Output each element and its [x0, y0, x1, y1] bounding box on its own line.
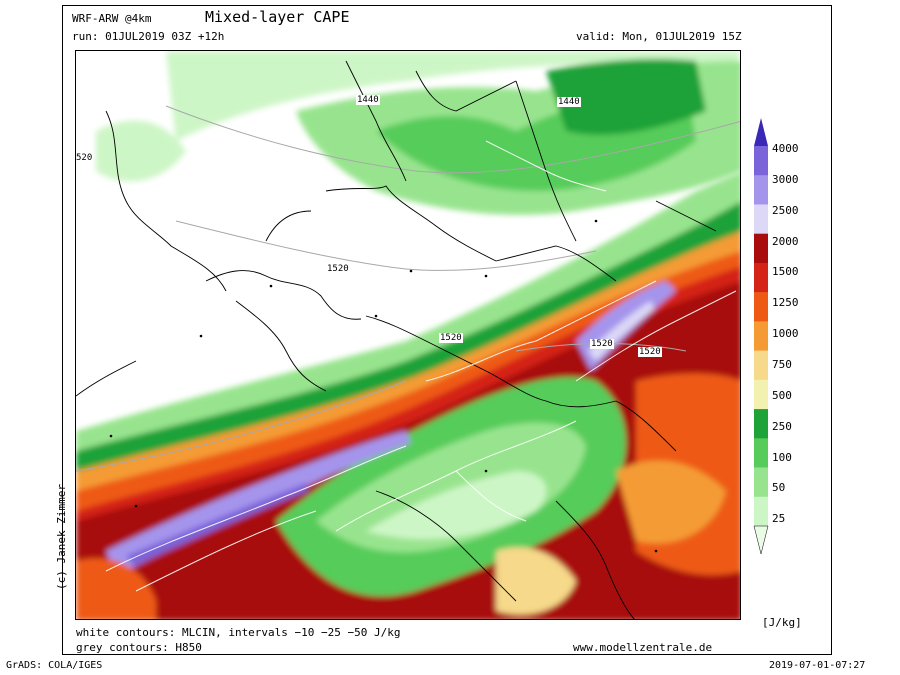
- legend-label: 4000: [772, 142, 799, 155]
- legend-label: 50: [772, 481, 786, 494]
- legend-label: 2500: [772, 204, 799, 217]
- legend-label: 25: [772, 512, 786, 525]
- country-borders: [76, 60, 717, 619]
- legend-color-cell: [754, 467, 768, 498]
- legend-label: 500: [772, 389, 792, 402]
- south-cape-field: [76, 171, 740, 619]
- mlcin-contours: [105, 140, 737, 592]
- contour-label: 1520: [439, 333, 463, 343]
- timestamp-label: 2019-07-01-07:27: [769, 660, 866, 671]
- copyright-label: (c) Janek Zimmer: [55, 484, 68, 590]
- run-label: run: 01JUL2019 03Z +12h: [72, 30, 225, 43]
- legend-label: 1500: [772, 265, 799, 278]
- legend-label: 1250: [772, 296, 799, 309]
- model-label: WRF-ARW @4km: [72, 12, 152, 25]
- legend-color-cell: [754, 496, 768, 527]
- grey-contours-note: grey contours: H850: [76, 641, 202, 654]
- legend-label: 2000: [772, 235, 799, 248]
- legend-color-cell: [754, 409, 768, 439]
- station-markers: [109, 219, 658, 553]
- color-legend: 4000 3000 2500 2000 1500 1250 1000 750 5…: [752, 118, 832, 558]
- legend-color-cell: [754, 379, 768, 410]
- white-contours-note: white contours: MLCIN, intervals −10 −25…: [76, 626, 401, 639]
- grads-label: GrADS: COLA/IGES: [6, 660, 103, 671]
- cape-map-graphic: [76, 51, 740, 619]
- legend-colorbar: [753, 118, 769, 555]
- legend-label: 3000: [772, 173, 799, 186]
- legend-color-cell: [754, 204, 768, 234]
- contour-label: 520: [76, 153, 93, 163]
- legend-top-arrow: [754, 118, 768, 146]
- contour-label: 1520: [590, 339, 614, 349]
- legend-color-cell: [754, 233, 768, 264]
- legend-color-cell: [754, 321, 768, 351]
- legend-color-cell: [754, 292, 768, 322]
- legend-bottom-arrow: [753, 525, 769, 555]
- legend-label: 750: [772, 358, 792, 371]
- contour-label: 1520: [638, 347, 662, 357]
- valid-label: valid: Mon, 01JUL2019 15Z: [576, 30, 742, 43]
- legend-label: 250: [772, 420, 792, 433]
- north-green-field: [96, 51, 740, 215]
- contour-label: 1440: [356, 95, 380, 105]
- legend-color-cell: [754, 175, 768, 205]
- legend-label: 1000: [772, 327, 799, 340]
- contour-label: 1520: [327, 264, 349, 274]
- chart-title: Mixed-layer CAPE: [205, 8, 350, 26]
- contour-label: 1440: [557, 97, 581, 107]
- figure-frame: [62, 5, 832, 655]
- legend-color-cell: [754, 262, 768, 293]
- legend-color-cell: [754, 438, 768, 468]
- website-label: www.modellzentrale.de: [573, 641, 713, 654]
- legend-label: 100: [772, 451, 792, 464]
- legend-unit: [J/kg]: [762, 616, 802, 629]
- legend-color-cell: [754, 350, 768, 381]
- legend-color-cell: [754, 146, 768, 176]
- cape-map: 1440 1440 520 1520 1520 1520 1520: [75, 50, 741, 620]
